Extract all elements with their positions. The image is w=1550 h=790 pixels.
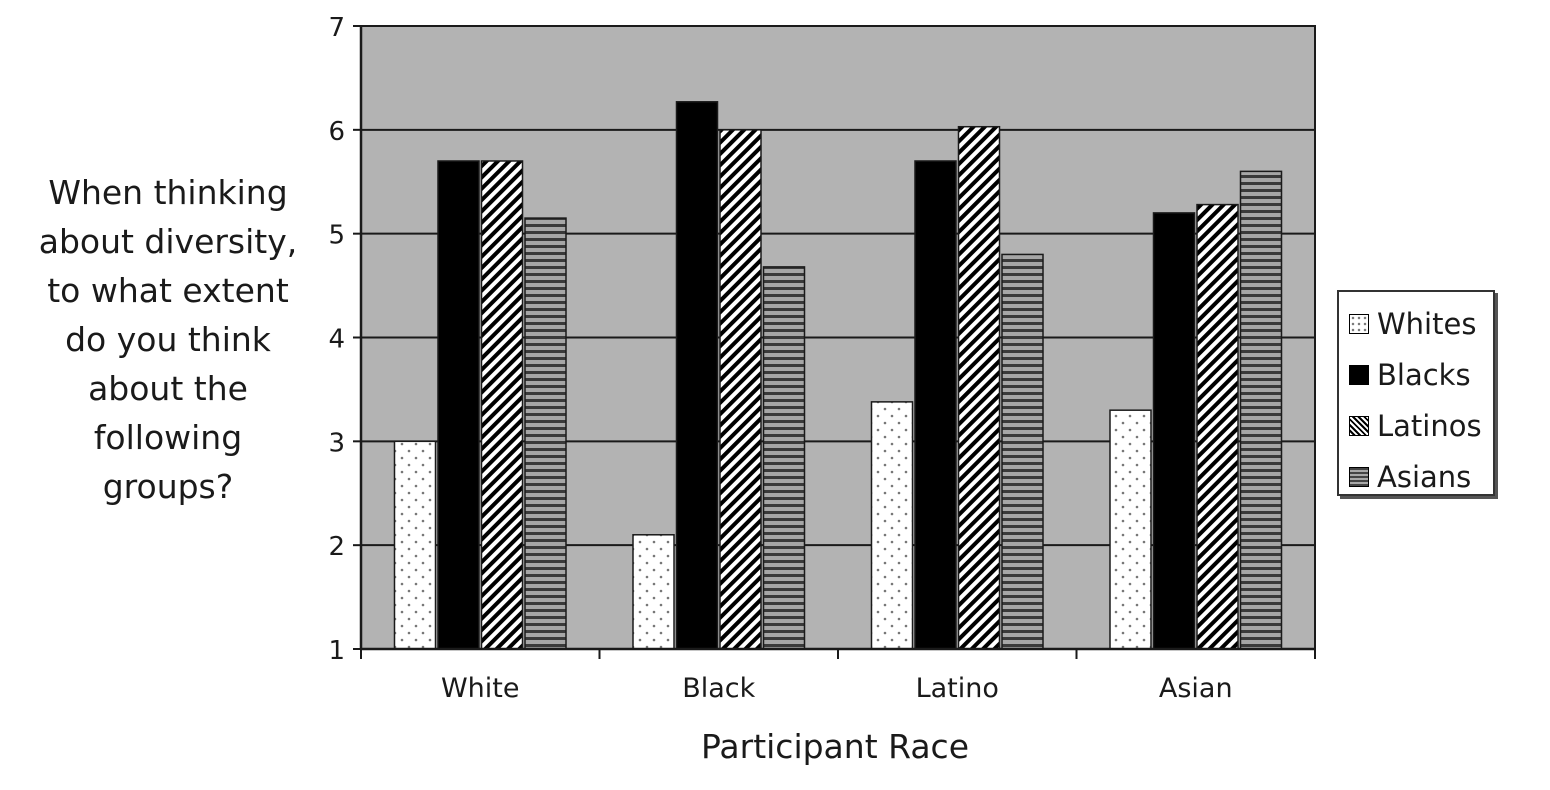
y-tick-label: 2 (328, 532, 345, 562)
bar-latinos-latino (957, 125, 1001, 650)
legend-swatch-latinos (1349, 415, 1369, 436)
y-axis-title-line: When thinking (48, 173, 288, 212)
bar-asians-latino (1001, 253, 1044, 650)
y-axis-title-line: groups? (102, 467, 234, 506)
legend-label-whites: Whites (1377, 306, 1477, 341)
y-axis-title-line: following (93, 418, 243, 457)
bar-whites-white (393, 440, 437, 650)
bar-asians-white (524, 217, 567, 650)
legend-item-latinos: Latinos (1339, 400, 1493, 451)
x-tick-label: Black (682, 673, 755, 704)
bar-latinos-white (480, 160, 524, 650)
legend-swatch-whites (1349, 313, 1369, 334)
bar-asians-black (762, 266, 806, 650)
legend-swatch-asians (1349, 466, 1369, 487)
y-axis-title-line: about the (88, 369, 248, 408)
x-tick-label: Latino (916, 673, 999, 704)
bar-blacks-asian (1152, 212, 1196, 650)
bar-latinos-asian (1196, 203, 1239, 650)
bar-whites-asian (1109, 409, 1152, 650)
y-tick-label: 7 (328, 13, 345, 43)
y-axis-title-line: about diversity, (38, 222, 298, 261)
legend-item-asians: Asians (1339, 451, 1493, 502)
y-axis-title-line: do you think (65, 320, 271, 359)
y-tick-label: 6 (328, 117, 345, 147)
x-tick-label: Asian (1159, 673, 1233, 704)
bar-asians-asian (1239, 170, 1283, 650)
legend-item-whites: Whites (1339, 298, 1493, 349)
y-axis-title-line: to what extent (47, 271, 289, 310)
x-tick-label: White (441, 673, 520, 704)
bar-latinos-black (719, 129, 762, 650)
x-axis-title: Participant Race (701, 727, 969, 766)
legend: Whites Blacks Latinos Asians (1337, 290, 1495, 496)
legend-label-latinos: Latinos (1377, 408, 1482, 443)
bar-blacks-white (437, 160, 480, 650)
axes: 1 2 3 4 5 6 7 White Black Latino Asian (328, 13, 1316, 704)
bar-blacks-black (675, 101, 719, 650)
legend-label-blacks: Blacks (1377, 357, 1471, 392)
legend-item-blacks: Blacks (1339, 349, 1493, 400)
y-tick-label: 1 (328, 636, 345, 666)
legend-label-asians: Asians (1377, 459, 1472, 494)
bar-blacks-latino (914, 160, 957, 650)
bars (393, 101, 1283, 650)
y-tick-label: 3 (328, 428, 345, 458)
y-axis-title: When thinking about diversity, to what ext… (20, 168, 316, 511)
legend-swatch-blacks (1349, 364, 1369, 385)
y-tick-label: 4 (328, 325, 345, 355)
y-tick-label: 5 (328, 221, 345, 251)
bar-whites-latino (870, 401, 914, 650)
bar-whites-black (632, 534, 675, 650)
